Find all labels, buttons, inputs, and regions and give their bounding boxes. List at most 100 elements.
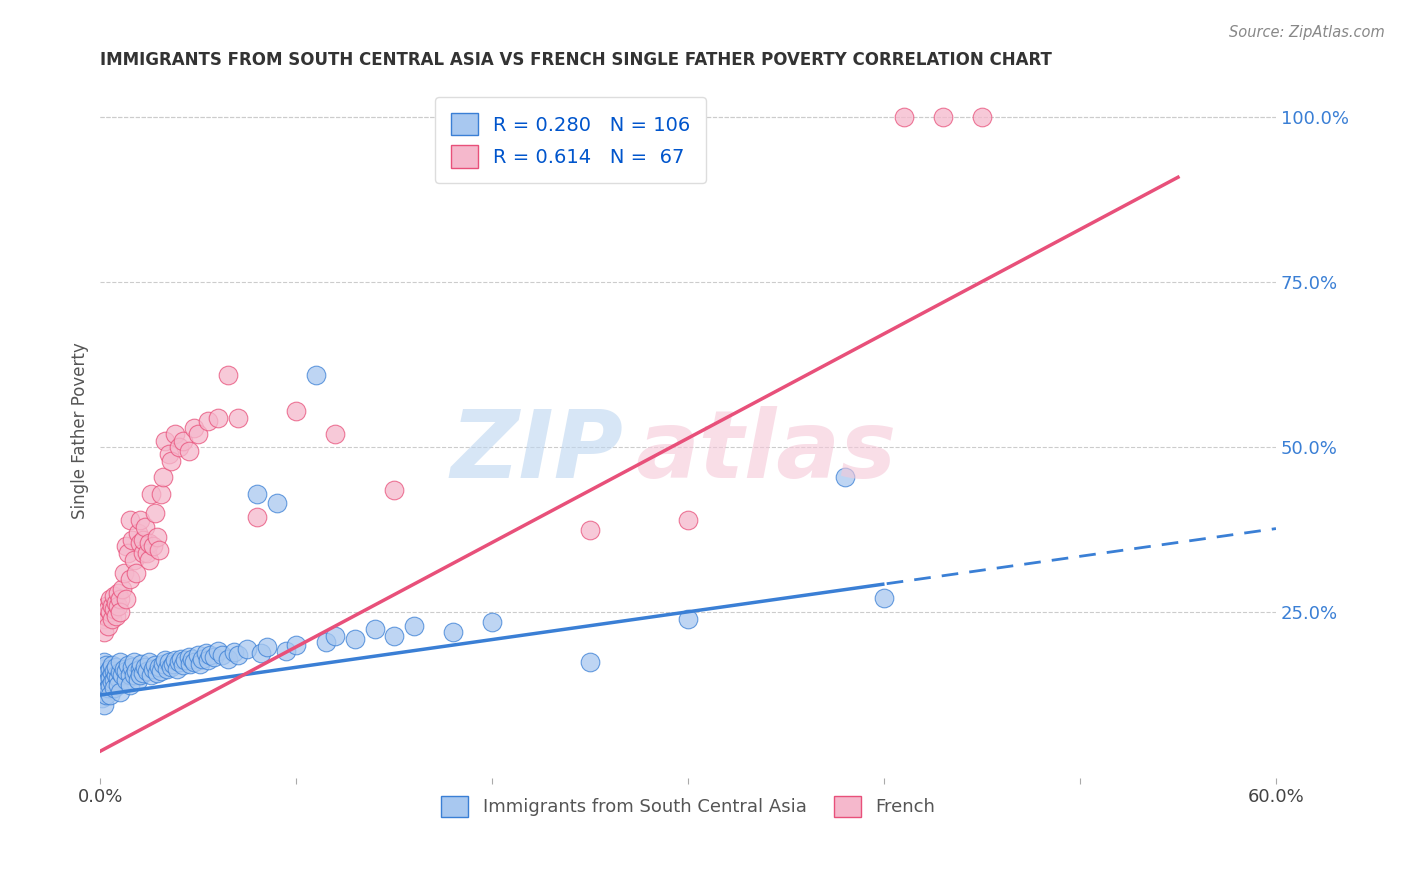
Point xyxy=(157,655,180,669)
Point xyxy=(107,678,129,692)
Point xyxy=(108,665,131,679)
Point xyxy=(91,662,114,676)
Point xyxy=(150,664,173,678)
Point xyxy=(441,625,464,640)
Point xyxy=(111,668,134,682)
Point xyxy=(183,655,205,669)
Point xyxy=(114,664,136,678)
Point xyxy=(117,546,139,560)
Point xyxy=(121,659,143,673)
Point xyxy=(111,582,134,597)
Point xyxy=(146,666,169,681)
Point xyxy=(134,519,156,533)
Point xyxy=(211,648,233,663)
Point xyxy=(141,668,163,682)
Point xyxy=(136,664,159,678)
Point xyxy=(93,674,115,689)
Point xyxy=(893,110,915,124)
Point xyxy=(134,659,156,673)
Point xyxy=(142,662,165,676)
Point xyxy=(91,668,114,682)
Point xyxy=(118,573,141,587)
Point xyxy=(285,404,308,418)
Legend: Immigrants from South Central Asia, French: Immigrants from South Central Asia, Fren… xyxy=(434,789,942,824)
Point xyxy=(187,427,209,442)
Point xyxy=(207,410,229,425)
Point xyxy=(166,662,188,676)
Point xyxy=(222,645,245,659)
Point xyxy=(128,536,150,550)
Point xyxy=(118,513,141,527)
Point xyxy=(108,606,131,620)
Point xyxy=(118,668,141,682)
Point xyxy=(127,673,149,687)
Point xyxy=(195,647,218,661)
Point xyxy=(177,650,200,665)
Point xyxy=(197,414,219,428)
Point xyxy=(101,612,124,626)
Point xyxy=(191,651,214,665)
Point xyxy=(97,673,120,687)
Point xyxy=(132,533,155,547)
Point xyxy=(250,647,273,661)
Point xyxy=(124,664,146,678)
Point xyxy=(246,509,269,524)
Point xyxy=(127,526,149,541)
Point xyxy=(932,110,955,124)
Point xyxy=(122,655,145,669)
Point xyxy=(148,659,170,673)
Point xyxy=(873,591,896,605)
Point xyxy=(118,678,141,692)
Point xyxy=(167,441,190,455)
Point xyxy=(128,668,150,682)
Point xyxy=(101,674,124,689)
Point xyxy=(344,632,367,646)
Point xyxy=(97,602,120,616)
Point xyxy=(153,653,176,667)
Y-axis label: Single Father Poverty: Single Father Poverty xyxy=(72,343,89,519)
Point xyxy=(217,651,239,665)
Point xyxy=(153,434,176,448)
Point xyxy=(676,513,699,527)
Point xyxy=(276,644,298,658)
Point xyxy=(834,470,856,484)
Point xyxy=(96,678,118,692)
Point xyxy=(197,653,219,667)
Point xyxy=(162,657,184,671)
Point xyxy=(152,657,174,671)
Text: ZIP: ZIP xyxy=(450,406,623,498)
Point xyxy=(112,662,135,676)
Point xyxy=(177,443,200,458)
Point xyxy=(183,420,205,434)
Point xyxy=(122,668,145,682)
Point xyxy=(132,546,155,560)
Point xyxy=(305,368,328,382)
Point xyxy=(382,483,405,498)
Point xyxy=(236,641,259,656)
Point xyxy=(101,658,124,673)
Point xyxy=(676,612,699,626)
Point xyxy=(198,648,221,663)
Point xyxy=(325,427,347,442)
Point xyxy=(152,470,174,484)
Point xyxy=(93,655,115,669)
Point xyxy=(315,635,337,649)
Point xyxy=(970,110,993,124)
Point xyxy=(121,533,143,547)
Point xyxy=(173,653,195,667)
Point xyxy=(266,496,288,510)
Point xyxy=(325,629,347,643)
Point xyxy=(579,523,602,537)
Point xyxy=(160,453,183,467)
Point xyxy=(132,666,155,681)
Point xyxy=(481,615,503,630)
Point xyxy=(108,592,131,607)
Point xyxy=(91,602,114,616)
Point xyxy=(101,666,124,681)
Point xyxy=(105,668,128,682)
Point xyxy=(101,599,124,613)
Point xyxy=(143,658,166,673)
Point xyxy=(97,681,120,696)
Point xyxy=(103,664,125,678)
Point xyxy=(93,612,115,626)
